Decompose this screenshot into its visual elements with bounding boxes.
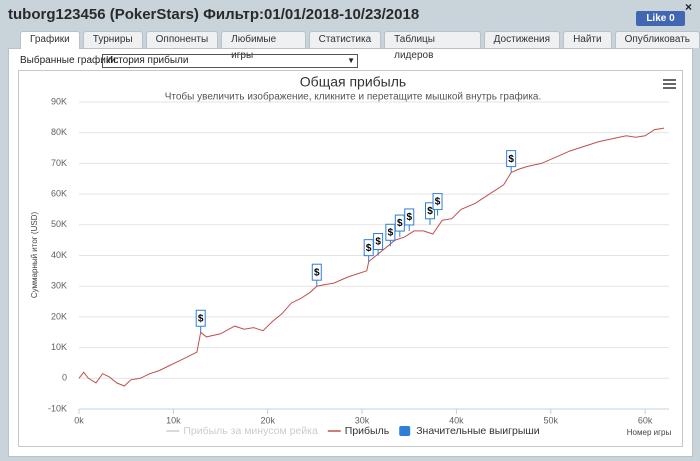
chart-subtitle: Чтобы увеличить изображение, кликните и … [165,91,542,103]
x-tick-label: 30k [355,415,370,425]
x-tick-label: 0k [74,415,84,425]
x-tick-label: 60k [638,415,653,425]
tab[interactable]: Турниры [82,31,143,48]
tab[interactable]: Опубликовать [614,31,700,48]
y-tick-label: 0 [62,373,67,383]
significant-win-flag: $ [425,202,435,225]
flag-label: $ [314,267,320,278]
tab[interactable]: Оппоненты [145,31,219,48]
legend-item[interactable]: Прибыль [327,425,390,437]
chart: Общая прибыль Чтобы увеличить изображени… [18,70,683,447]
flag [311,263,322,281]
menu-bar [663,87,676,89]
x-axis-label: Номер игры [627,428,672,437]
chart-title: Общая прибыль [300,74,406,90]
selector-value: История прибыли [106,55,189,66]
flag [373,233,384,250]
tab[interactable]: Достижения [483,31,561,48]
significant-win-flag: $ [394,214,405,238]
legend-label: Прибыль [345,425,390,437]
y-tick-label: 70K [51,158,67,168]
x-tick-label: 10k [166,415,181,425]
y-tick-label: 10K [51,342,67,352]
tab[interactable]: Найти [563,31,612,48]
flag-label: $ [427,206,433,217]
profit-line [78,127,665,387]
legend-label: Значительные выигрыши [416,425,540,437]
flag-label: $ [406,212,412,223]
y-tick-label: 60K [51,188,67,198]
flag [195,309,206,327]
y-tick-label: 90K [51,96,67,106]
x-tick-label: 20k [260,415,275,425]
y-tick-label: 50K [51,219,67,229]
significant-win-flag: $ [404,208,415,231]
legend-symbol [399,426,411,436]
tab[interactable]: Статистика [308,31,382,48]
significant-win-flag: $ [363,239,374,262]
chart-selector[interactable]: История прибыли ▼ [102,54,358,68]
selector-label: Выбранные графики: [20,55,119,66]
flag-label: $ [375,237,381,248]
y-tick-label: -10K [48,403,67,413]
flag [425,202,435,220]
menu-bar [663,83,676,85]
like-button[interactable]: Like 0 [636,11,685,26]
legend-label: Прибыль за минусом рейка [183,425,318,437]
y-tick-label: 20K [51,311,67,321]
flag-label: $ [366,243,372,254]
significant-win-flag: $ [432,193,443,216]
significant-win-flag: $ [506,150,517,173]
legend-item[interactable]: Прибыль за минусом рейка [166,425,318,437]
significant-win-flag: $ [195,309,206,333]
legend-item[interactable]: Значительные выигрыши [399,425,540,437]
window-title: tuborg123456 (PokerStars) Фильтр:01/01/2… [8,6,420,23]
tab[interactable]: Таблицы лидеров [384,31,481,61]
legend: Прибыль за минусом рейка Прибыль Значитель… [166,425,540,437]
flag-label: $ [508,154,514,165]
flag [432,193,443,211]
y-tick-label: 30K [51,281,67,291]
significant-win-flag: $ [385,223,396,247]
flag-label: $ [397,218,403,229]
y-tick-label: 80K [51,127,67,137]
menu-bar [663,79,676,81]
close-button[interactable]: × [685,0,693,14]
dropdown-arrow: ▼ [347,56,355,65]
y-axis-label: Суммарный итог (USD) [30,212,39,299]
flag [506,150,517,168]
x-tick-label: 40k [449,415,464,425]
flag-label: $ [198,313,204,324]
y-tick-label: 40K [51,250,67,260]
menu-button[interactable] [663,79,676,89]
flag-label: $ [388,227,394,238]
tab[interactable]: Любимые игры [221,31,306,61]
significant-win-flag: $ [373,233,384,256]
significant-win-flag: $ [311,263,322,287]
tab-bar: Графики Турниры Оппоненты Любимые игры Стати… [20,31,700,61]
flag [385,223,396,241]
flag-label: $ [435,197,441,208]
tab[interactable]: Графики [20,31,80,49]
x-tick-label: 50k [544,415,559,425]
flag [404,208,415,226]
